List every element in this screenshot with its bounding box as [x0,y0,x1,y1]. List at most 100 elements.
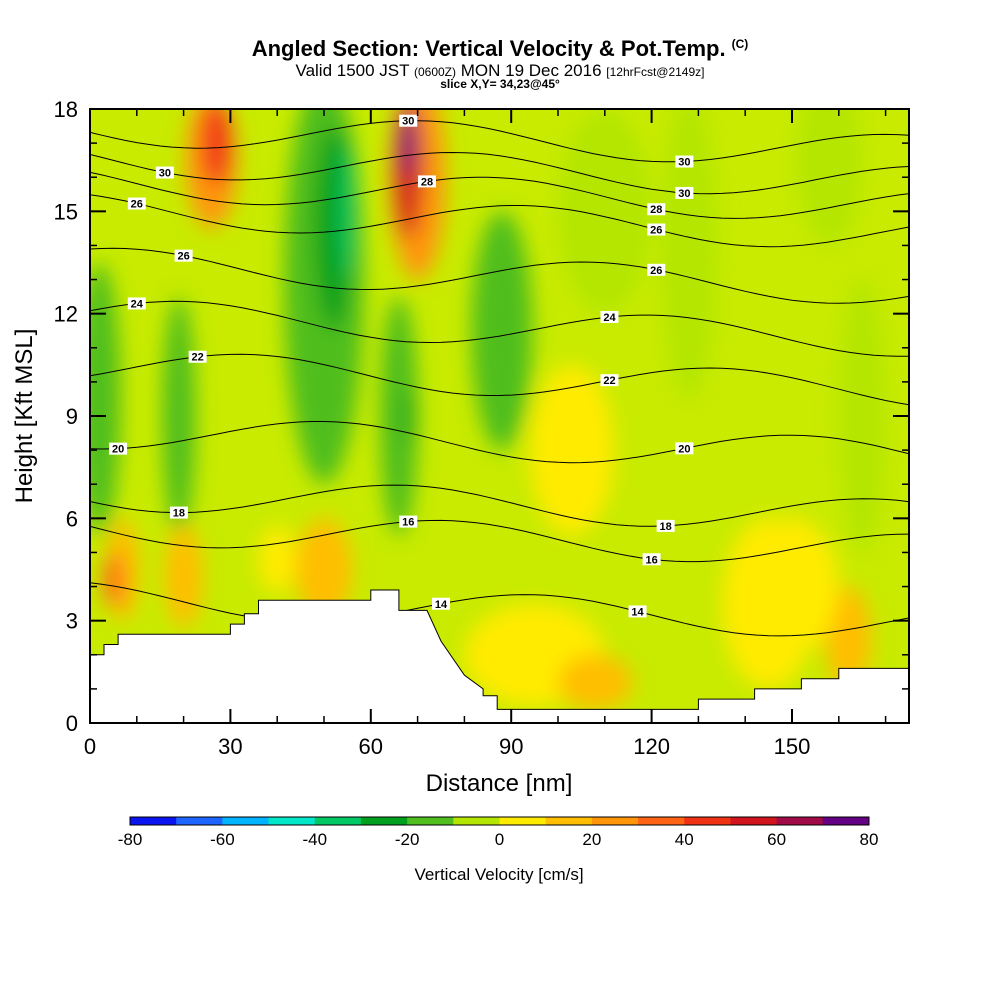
axes: 0 30 60 90 120 150 0 3 6 9 12 15 18 [54,97,909,759]
colorbar-tick-label: 0 [495,830,504,849]
contour-label: 18 [173,508,185,520]
contour-label-box [628,605,647,618]
contour-line [90,151,909,195]
colorbar-swatch [591,817,639,825]
contour-label: 26 [650,265,662,277]
contour-label-box [155,166,174,179]
contour-label-box [675,442,694,455]
colorbar-swatch [776,817,824,825]
contour-line [90,582,909,637]
velocity-cell [90,262,121,536]
velocity-cell [380,296,418,536]
colorbar-swatch [407,817,454,825]
contour-line [90,353,909,406]
y-tick-label: 9 [66,404,78,429]
y-tick-label: 3 [66,609,78,634]
contour-label-box [109,442,128,455]
forecast-tag: [12hrFcst@2149z] [606,65,705,79]
contour-label: 28 [650,204,662,216]
valid-date: MON 19 Dec 2016 [460,61,602,80]
colorbar-tick-label: 60 [767,830,786,849]
contour-line [90,194,909,248]
valid-utc: (0600Z) [413,65,456,79]
colorbar-swatch [314,817,362,825]
contour-line [90,171,909,219]
y-tick-label: 18 [54,97,78,122]
colorbar-swatch [638,817,685,825]
x-tick-label: 120 [633,734,670,759]
colorbar-tick-label: -20 [395,830,420,849]
contour-label: 30 [402,116,414,128]
contour-label-box [417,175,436,188]
velocity-cell [529,364,615,536]
vertical-velocity-field [90,109,886,710]
contour-label: 30 [678,188,690,200]
velocity-cell [403,390,413,442]
velocity-cell [838,279,886,553]
x-tick-label: 30 [218,734,242,759]
colorbar-swatch [222,817,270,825]
terrain-mask [89,589,910,724]
contour-label-box [675,155,694,168]
velocity-cell [340,143,355,280]
x-axis-title: Distance [nm] [426,770,573,797]
colorbar-tick-label: 20 [582,830,601,849]
colorbar: -80 -60 -40 -20 0 20 40 60 80 [118,816,879,849]
colorbar-tick-label: -80 [118,830,143,849]
contour-label-box [174,249,193,262]
contour-label-box [399,114,418,127]
velocity-cell [202,109,231,186]
colorbar-swatch [268,817,316,825]
contour-line [90,519,909,563]
valid-prefix: Valid 1500 JST [295,61,410,80]
colorbar-swatch [822,817,870,825]
contour-label-box [127,197,146,210]
pot-temp-contours [90,120,909,637]
x-tick-label: 0 [84,734,96,759]
contour-label: 16 [645,554,657,566]
contour-label: 24 [131,298,144,310]
contour-label: 28 [421,176,433,188]
velocity-cell [471,211,533,451]
contour-label-box [432,597,450,610]
x-tick-label: 150 [774,734,811,759]
contour-label-box [647,203,666,216]
contour-label-box [399,515,418,528]
contour-label: 30 [159,168,171,180]
y-tick-label: 0 [66,711,78,736]
contour-label: 14 [631,606,644,618]
contour-label-box [600,310,619,323]
contour-label: 26 [131,199,143,211]
velocity-cell [745,518,839,655]
contour-line [90,120,909,163]
colorbar-swatch [730,817,778,825]
contour-label-box [647,263,666,276]
colorbar-title: Vertical Velocity [cm/s] [414,865,583,884]
contour-label: 30 [678,157,690,169]
contour-label: 20 [678,443,690,455]
chart-title-text: Angled Section: Vertical Velocity & Pot.… [251,36,726,61]
velocity-cell [558,109,652,314]
velocity-cell [295,518,353,621]
y-tick-label: 6 [66,506,78,531]
colorbar-swatch [453,817,500,825]
contour-label: 16 [402,517,414,529]
contour-label: 24 [603,312,616,324]
contour-line [90,300,909,357]
colorbar-frame [129,816,870,826]
colorbar-swatch [130,817,177,825]
colorbar-swatch [545,817,593,825]
velocity-cell [258,525,296,594]
contour-label: 18 [660,521,672,533]
colorbar-swatch [499,817,547,825]
colorbar-tick-label: 80 [860,830,879,849]
velocity-cell [104,552,123,608]
velocity-cell [162,296,196,536]
contour-label-box [169,506,188,519]
contour-label-box [127,297,146,310]
y-tick-label: 15 [54,199,78,224]
contour-label-box [656,519,675,532]
velocity-cell [164,525,203,628]
slice-caption: slice X,Y= 34,23@45° [440,77,560,91]
